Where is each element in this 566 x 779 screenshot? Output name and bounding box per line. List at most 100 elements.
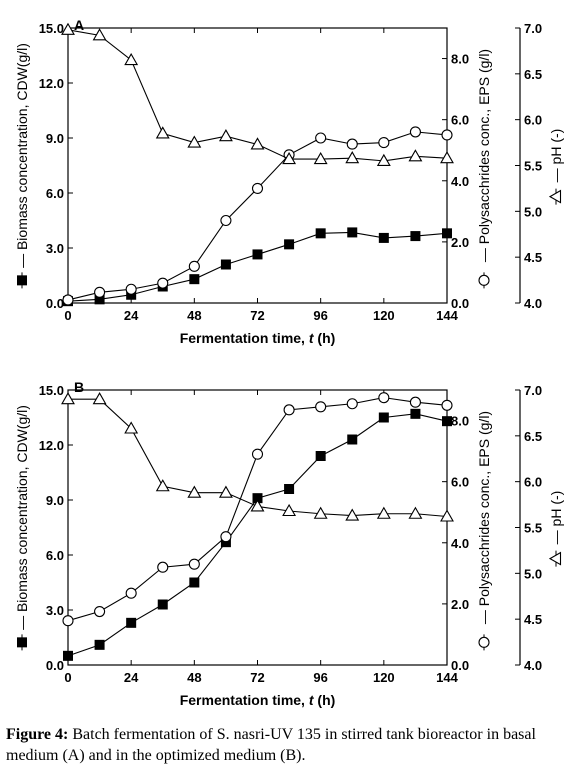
panel-label: B xyxy=(74,379,84,395)
figure-caption: Figure 4: Batch fermentation of S. nasri… xyxy=(6,724,562,766)
data-point-square xyxy=(284,239,295,250)
data-point-circle xyxy=(409,396,421,408)
data-point-circle xyxy=(157,561,169,573)
data-point-triangle xyxy=(376,506,391,519)
right-axis-tick-label: 6.5 xyxy=(524,67,542,82)
panel-b-chart: B 0 24 48 72 96 120 144 Fermentation time, t (h)… xyxy=(14,379,564,708)
mid-axis-title-group: — Polysacchrides conc., EPS (g/l) xyxy=(476,49,492,289)
right-axis-title: — pH (-) xyxy=(548,129,564,183)
data-point-circle xyxy=(188,260,200,272)
left-axis-title-group: — Biomass concentration, CDW(g/l) xyxy=(14,405,30,651)
x-tick-label: 0 xyxy=(64,308,71,323)
mid-axis-title: — Polysacchrides conc., EPS (g/l) xyxy=(476,411,492,624)
data-point-circle xyxy=(251,182,264,194)
left-axis-tick-label: 12.0 xyxy=(39,76,64,91)
right-axis-tick-label: 7.0 xyxy=(524,21,542,36)
data-point-circle xyxy=(315,401,327,413)
left-axis-tick-label: 15.0 xyxy=(39,21,64,36)
x-tick-label: 120 xyxy=(373,670,395,685)
left-axis-tick-label: 0.0 xyxy=(46,658,64,673)
marker-square-legend-icon xyxy=(17,637,27,648)
caption-text: Batch fermentation of S. nasri-UV 135 in… xyxy=(6,726,536,764)
data-point-circle xyxy=(220,531,232,543)
x-axis-label-text: Fermentation time, xyxy=(180,692,309,708)
mid-axis-tick-label: 0.0 xyxy=(451,296,469,311)
data-point-square xyxy=(442,416,452,427)
data-point-circle xyxy=(251,448,264,460)
data-point-triangle xyxy=(345,151,360,164)
data-point-circle xyxy=(315,132,327,144)
data-point-triangle xyxy=(250,137,265,150)
left-axis-tick-label: 12.0 xyxy=(39,438,64,453)
mid-axis-tick-label: 0.0 xyxy=(451,658,469,673)
data-point-square xyxy=(157,599,168,610)
data-point-circle xyxy=(409,126,421,138)
data-point-triangle xyxy=(408,149,423,162)
x-tick-label: 96 xyxy=(313,308,327,323)
mid-axis-tick-label: 6.0 xyxy=(451,113,469,128)
x-tick-label: 120 xyxy=(373,308,395,323)
series-line-circle xyxy=(67,131,448,301)
right-axis-title: — pH (-) xyxy=(548,491,564,545)
data-point-triangle xyxy=(282,151,297,165)
data-point-square xyxy=(126,617,137,628)
data-point-triangle xyxy=(313,506,328,519)
x-axis-label-unit: (h) xyxy=(314,692,336,708)
data-point-circle xyxy=(125,283,137,295)
left-axis-tick-label: 15.0 xyxy=(39,383,64,398)
right-axis-title-group: — pH (-) xyxy=(548,129,564,205)
panel-a-chart: A 0 24 48 72 96 120 144 Fermentation time, t (h)… xyxy=(14,17,564,346)
x-axis-label-unit: (h) xyxy=(314,330,336,346)
x-axis-label: Fermentation time, t (h) xyxy=(180,692,336,708)
right-axis-tick-label: 4.0 xyxy=(524,296,542,311)
data-point-triangle xyxy=(124,52,139,66)
mid-axis-tick-label: 6.0 xyxy=(451,475,469,490)
data-point-circle xyxy=(157,277,169,289)
left-axis-tick-label: 0.0 xyxy=(46,296,64,311)
left-axis-title: — Biomass concentration, CDW(g/l) xyxy=(14,43,30,268)
marker-square-legend-icon xyxy=(17,275,27,286)
data-point-triangle xyxy=(218,485,233,498)
data-point-circle xyxy=(378,392,390,404)
data-point-triangle xyxy=(61,392,75,405)
x-axis-label-text: Fermentation time, xyxy=(180,330,309,346)
left-axis-tick-label: 9.0 xyxy=(46,493,64,508)
data-point-triangle xyxy=(92,392,107,405)
data-point-circle xyxy=(346,398,358,410)
x-tick-label: 24 xyxy=(124,308,139,323)
marker-triangle-legend-icon xyxy=(548,551,562,566)
data-point-square xyxy=(347,227,358,238)
x-tick-label: 144 xyxy=(436,308,458,323)
x-tick-label: 144 xyxy=(436,670,458,685)
mid-axis-tick-label: 4.0 xyxy=(451,536,469,551)
right-axis-tick-label: 5.0 xyxy=(524,204,542,219)
series-line-square xyxy=(67,231,448,302)
marker-circle-legend-icon xyxy=(478,636,490,648)
right-axis-tick-label: 4.5 xyxy=(524,612,542,627)
x-axis-label: Fermentation time, t (h) xyxy=(180,330,336,346)
plot-frame xyxy=(67,389,448,666)
left-axis-tick-label: 6.0 xyxy=(46,548,64,563)
data-point-square xyxy=(220,259,231,270)
right-axis-tick-label: 6.0 xyxy=(524,475,542,490)
data-point-triangle xyxy=(376,153,391,166)
data-point-circle xyxy=(125,587,137,599)
mid-axis-tick-label: 4.0 xyxy=(451,174,469,189)
left-axis-title-group: — Biomass concentration, CDW(g/l) xyxy=(14,43,30,289)
data-point-triangle xyxy=(218,129,233,142)
left-axis-tick-label: 9.0 xyxy=(46,131,64,146)
data-point-triangle xyxy=(345,508,360,521)
data-point-triangle xyxy=(61,22,75,35)
caption-label: Figure 4: xyxy=(6,726,69,743)
data-point-square xyxy=(410,231,421,242)
figure: A 0 24 48 72 96 120 144 Fermentation time, t (h)… xyxy=(14,17,564,708)
data-point-square xyxy=(189,577,200,588)
data-point-triangle xyxy=(187,135,202,148)
mid-axis-tick-label: 2.0 xyxy=(451,597,469,612)
right-axis-tick-label: 6.0 xyxy=(524,113,542,128)
right-axis-tick-label: 5.0 xyxy=(524,566,542,581)
right-axis-title-group: — pH (-) xyxy=(548,491,564,567)
data-point-circle xyxy=(346,138,358,150)
mid-axis-title-group: — Polysacchrides conc., EPS (g/l) xyxy=(476,411,492,651)
data-point-triangle xyxy=(313,151,328,165)
